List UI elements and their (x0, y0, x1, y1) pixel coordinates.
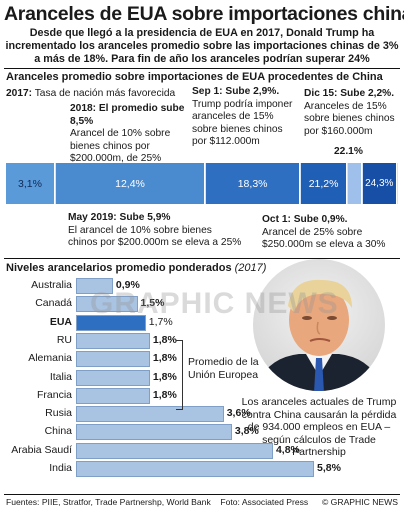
timeline-value-label: 12,4% (115, 177, 145, 190)
country-bar (76, 424, 232, 441)
country-value-label: 0,9% (115, 279, 140, 291)
country-value-label: 3,8% (234, 425, 259, 438)
divider (4, 68, 400, 69)
timeline-segment: 18,3% (206, 163, 301, 204)
country-label: India (49, 462, 72, 474)
annotation-sep1-text: Trump podría imponer aranceles de 15% so… (192, 98, 293, 148)
country-bar (76, 369, 150, 386)
timeline-value-label: 24,3% (365, 178, 394, 189)
country-label: Alemania (28, 352, 72, 365)
annotation-2018-title: 2018: El promedio sube 8,5% (70, 103, 185, 127)
annotation-dec15-title: Dic 15: Sube 2,2%. (304, 88, 395, 99)
country-label: Arabia Saudí (11, 443, 72, 456)
section2-title-text: Niveles arancelarios promedio ponderados (6, 262, 232, 274)
country-value-label: 1,8% (152, 352, 177, 365)
country-bar (76, 314, 146, 331)
country-label: Rusia (45, 407, 72, 420)
timeline-segment: 12,4% (56, 163, 206, 204)
country-bar (76, 387, 150, 404)
country-label: Canadá (35, 297, 72, 310)
country-label: Francia (36, 388, 72, 401)
trump-photo (253, 259, 385, 391)
country-value-label: 1,8% (152, 333, 177, 346)
annotation-2017: 2017: Tasa de nación más favorecida (6, 88, 206, 101)
country-value-label: 1,5% (140, 297, 165, 310)
timeline-value-label: 3,1% (18, 177, 42, 190)
annotation-may2019-title: May 2019: Sube 5,9% (68, 212, 171, 223)
watermark: GRAPHIC NEWS (90, 287, 339, 320)
annotation-22-1: 22.1% (334, 146, 363, 157)
country-label: Italia (49, 370, 72, 383)
timeline-segment: 3,1% (6, 163, 55, 204)
annotation-2017-title: 2017: (6, 88, 33, 99)
timeline-value-label: 18,3% (237, 177, 268, 190)
country-bar (76, 278, 113, 294)
photo-caption: Los aranceles actuales de Trump contra C… (241, 396, 397, 458)
page-title: Aranceles de EUA sobre importaciones chi… (4, 3, 404, 25)
eu-bracket (176, 340, 183, 410)
annotation-may2019: May 2019: Sube 5,9% El arancel de 10% so… (68, 212, 244, 250)
sources-text: Fuentes: PIIE, Stratfor, Trade Partnersh… (6, 497, 211, 507)
country-value-label: 1,8% (152, 370, 177, 383)
country-label: Australia (31, 279, 72, 291)
country-bar (76, 442, 273, 459)
timeline-segment: 24,3% (362, 163, 397, 204)
subtitle: Desde que llegó a la presidencia de EUA … (5, 27, 399, 65)
divider (4, 258, 400, 259)
country-bar (76, 351, 150, 368)
timeline-segment (347, 163, 362, 204)
timeline-value-label: 21,2% (308, 177, 339, 190)
timeline-segment: 21,2% (301, 163, 347, 204)
country-bar (76, 332, 150, 349)
annotation-dec15: Dic 15: Sube 2,2%. Aranceles de 15% sobr… (304, 88, 400, 138)
country-bar (76, 296, 138, 313)
section2-year: (2017) (234, 262, 267, 274)
brand-credit: © GRAPHIC NEWS (321, 497, 398, 507)
annotation-2017-text: Tasa de nación más favorecida (34, 88, 176, 99)
annotation-dec15-text: Aranceles de 15% sobre bienes chinos por… (304, 100, 395, 137)
divider (4, 494, 400, 495)
country-value-label: 1,8% (152, 388, 177, 401)
annotation-sep1-title: Sep 1: Sube 2,9%. (192, 86, 280, 97)
annotation-may2019-text: El arancel de 10% sobre bienes chinos po… (68, 224, 242, 249)
section2-title: Niveles arancelarios promedio ponderados… (6, 262, 266, 274)
country-value-label: 3,6% (226, 407, 251, 420)
country-label: RU (56, 333, 72, 346)
country-value-label: 4,8% (275, 443, 300, 456)
footer-sources: Fuentes: PIIE, Stratfor, Trade Partnersh… (6, 497, 308, 507)
country-label: EUA (49, 315, 72, 328)
section1-title: Aranceles promedio sobre importaciones d… (6, 71, 383, 83)
annotation-oct1: Oct 1: Sube 0,9%. Arancel de 25% sobre $… (262, 214, 402, 252)
country-bar (76, 406, 224, 423)
country-value-label: 5,8% (317, 462, 341, 474)
country-bar (76, 461, 314, 477)
annotation-oct1-title: Oct 1: Sube 0,9%. (262, 214, 348, 225)
country-label: China (44, 425, 72, 438)
eu-average-label: Promedio de la Unión Europea (188, 356, 259, 381)
photo-credit: Foto: Associated Press (220, 497, 309, 507)
country-value-label: 1,7% (148, 315, 173, 328)
annotation-oct1-text: Arancel de 25% sobre $250.000m se eleva … (262, 226, 386, 251)
annotation-sep1: Sep 1: Sube 2,9%. Trump podría imponer a… (192, 86, 298, 149)
